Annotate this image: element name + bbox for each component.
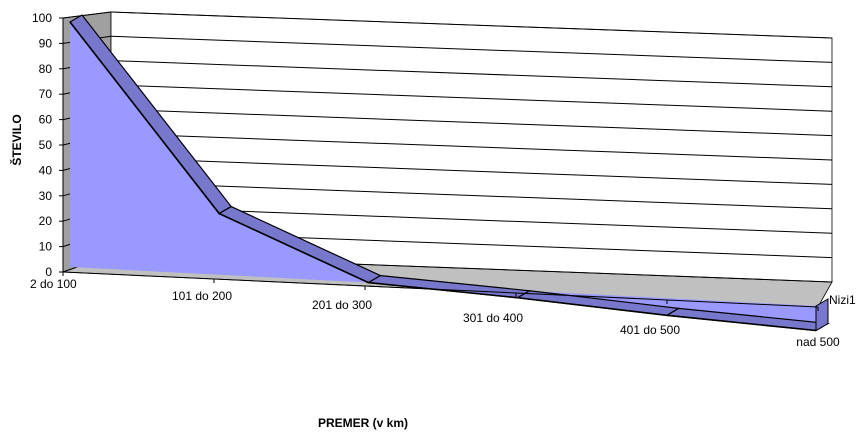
y-tick-label-40: 40: [39, 163, 53, 177]
x-axis-title: PREMER (v km): [318, 416, 408, 430]
y-tick-label-10: 10: [39, 240, 53, 254]
y-tick-label-100: 100: [32, 11, 52, 25]
y-tick-label-20: 20: [39, 214, 53, 228]
x-tick-label-2: 201 do 300: [312, 298, 372, 312]
x-tick-label-1: 101 do 200: [172, 289, 232, 303]
gridline-40: [110, 157, 833, 185]
y-tick-label-70: 70: [39, 87, 53, 101]
area-front: [70, 22, 816, 331]
series-line: [69, 21, 817, 332]
y-axis-title: ŠTEVILO: [9, 114, 24, 165]
gridline-70: [110, 84, 833, 112]
gridline-left-100: [62, 11, 112, 19]
x-axis: 2 do 100 101 do 200 201 do 300 301 do 400 40…: [30, 271, 840, 349]
gridline-30: [110, 181, 833, 210]
gridline-90: [110, 35, 833, 63]
y-tick-label-0: 0: [45, 265, 52, 279]
gridline-60: [110, 108, 833, 137]
series-label-nizi1: Nizi1: [829, 293, 856, 307]
x-tick-label-3: 301 do 400: [463, 311, 523, 325]
y-axis: 0 10 20 30 40 50 60 70 80 90 100: [32, 11, 64, 279]
y-tick-label-80: 80: [39, 62, 53, 76]
gridline-80: [110, 60, 833, 88]
gridline-50: [110, 133, 833, 161]
series-nizi1: [69, 14, 830, 332]
gridline-100: [110, 11, 833, 39]
y-tick-label-50: 50: [39, 138, 53, 152]
area-end-cap: [815, 298, 829, 332]
y-tick-label-90: 90: [39, 36, 53, 50]
x-tick-label-0: 2 do 100: [30, 277, 77, 291]
y-tick-label-60: 60: [39, 113, 53, 127]
y-tick-label-30: 30: [39, 189, 53, 203]
x-tick-label-5: nad 500: [796, 335, 840, 349]
x-axis-line: [62, 271, 819, 308]
x-tick-label-4: 401 do 500: [620, 323, 680, 337]
